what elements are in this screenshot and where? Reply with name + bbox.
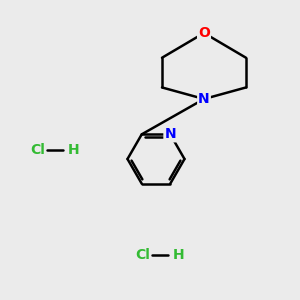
Text: H: H xyxy=(68,143,79,157)
Text: N: N xyxy=(164,127,176,141)
Text: Cl: Cl xyxy=(135,248,150,262)
Text: N: N xyxy=(198,92,210,106)
Text: O: O xyxy=(198,26,210,40)
Text: Cl: Cl xyxy=(30,143,45,157)
Text: H: H xyxy=(172,248,184,262)
